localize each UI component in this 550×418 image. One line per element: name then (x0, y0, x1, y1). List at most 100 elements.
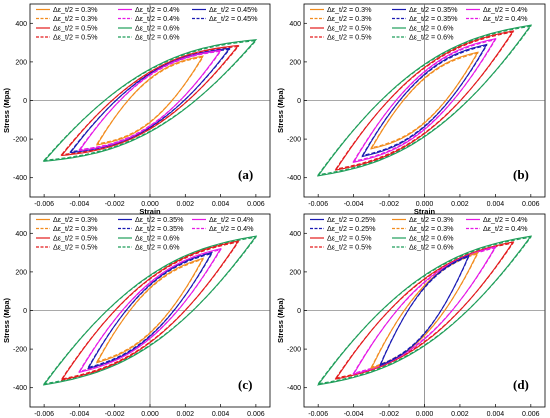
x-tick-label: 0.006 (522, 201, 540, 208)
legend-entry: Δε_t/2 = 0.6% (409, 243, 454, 252)
chart-panel-a: -0.006 -0.004 -0.002 0.000 0.002 0.004 0.006 -4… (2, 3, 271, 216)
y-axis-label: Stress (Mpa) (276, 297, 285, 343)
y-tick-label: 200 (15, 59, 27, 66)
legend-entry: Δε_t/2 = 0.5% (53, 243, 98, 252)
series-line-1 (95, 258, 205, 363)
series-line-3 (78, 50, 222, 151)
x-tick-label: 0.006 (522, 411, 540, 418)
legend-entry: Δε_t/2 = 0.3% (327, 5, 372, 14)
panel-label: (a) (238, 167, 253, 182)
x-tick-label: -0.002 (379, 411, 399, 418)
y-tick-label: -400 (287, 175, 301, 182)
x-tick-label: -0.006 (34, 201, 54, 208)
series-line-3 (361, 44, 488, 157)
legend-entry: Δε_t/2 = 0.3% (53, 215, 98, 224)
legend-entry: Δε_t/2 = 0.5% (53, 33, 98, 42)
y-tick-label: 0 (23, 308, 27, 315)
legend-entry: Δε_t/2 = 0.4% (483, 5, 528, 14)
series-line-6 (334, 30, 515, 171)
y-tick-label: -200 (287, 137, 301, 144)
y-tick-label: -400 (13, 385, 27, 392)
x-tick-label: 0.002 (451, 201, 469, 208)
series-line-3 (87, 252, 213, 369)
series-line-9 (42, 40, 258, 161)
legend-entry: Δε_t/2 = 0.6% (135, 234, 180, 243)
x-tick-label: 0.000 (141, 201, 159, 208)
x-tick-label: -0.004 (344, 411, 364, 418)
legend-entry: Δε_t/2 = 0.3% (409, 215, 454, 224)
panel-label: (c) (238, 377, 252, 392)
x-tick-label: 0.004 (487, 201, 505, 208)
y-axis-label: Stress (Mpa) (276, 87, 285, 133)
legend-entry: Δε_t/2 = 0.6% (409, 33, 454, 42)
series-line-0 (96, 257, 204, 364)
series-line-9 (42, 236, 258, 385)
series-line-8 (42, 235, 258, 386)
x-tick-label: -0.004 (69, 411, 89, 418)
legend-entry: Δε_t/2 = 0.3% (53, 5, 98, 14)
legend-entry: Δε_t/2 = 0.6% (135, 24, 180, 33)
chart-panel-c: -0.006 -0.004 -0.002 0.000 0.002 0.004 0.006 -4… (2, 213, 271, 418)
y-axis-label: Stress (Mpa) (2, 297, 11, 343)
chart-panel-d: -0.006 -0.004 -0.002 0.000 0.002 0.004 0.006 -4… (276, 213, 546, 418)
legend-entry: Δε_t/2 = 0.6% (409, 234, 454, 243)
series-line-5 (78, 248, 222, 373)
legend-entry: Δε_t/2 = 0.4% (209, 215, 254, 224)
x-tick-label: -0.006 (34, 411, 54, 418)
legend-entry: Δε_t/2 = 0.25% (327, 224, 376, 233)
legend-entry: Δε_t/2 = 0.4% (135, 14, 180, 23)
legend-entry: Δε_t/2 = 0.3% (409, 224, 454, 233)
legend-entry: Δε_t/2 = 0.4% (135, 5, 180, 14)
series-line-1 (379, 255, 470, 366)
x-tick-label: 0.006 (247, 201, 265, 208)
legend-entry: Δε_t/2 = 0.5% (327, 243, 372, 252)
x-axis-label: Strain (139, 207, 161, 216)
legend-entry: Δε_t/2 = 0.35% (135, 224, 184, 233)
y-tick-label: 0 (297, 308, 301, 315)
y-tick-label: -400 (287, 385, 301, 392)
series-line-6 (60, 240, 240, 381)
x-tick-label: -0.002 (379, 201, 399, 208)
x-tick-label: -0.002 (105, 411, 125, 418)
legend-entry: Δε_t/2 = 0.5% (327, 234, 372, 243)
legend-entry: Δε_t/2 = 0.5% (327, 33, 372, 42)
legend-entry: Δε_t/2 = 0.25% (327, 215, 376, 224)
x-tick-label: 0.000 (416, 201, 434, 208)
y-tick-label: 0 (23, 98, 27, 105)
series-line-7 (60, 241, 240, 380)
legend-entry: Δε_t/2 = 0.3% (53, 14, 98, 23)
y-tick-label: -400 (13, 175, 27, 182)
series-line-9 (316, 236, 533, 385)
x-tick-label: -0.006 (308, 201, 328, 208)
legend-entry: Δε_t/2 = 0.6% (409, 24, 454, 33)
x-tick-label: 0.000 (416, 411, 434, 418)
series-line-7 (334, 31, 515, 170)
y-tick-label: -200 (287, 347, 301, 354)
panel-label: (d) (513, 377, 529, 392)
x-tick-label: 0.004 (487, 411, 505, 418)
series-line-9 (316, 25, 533, 176)
chart-panel-b: -0.006 -0.004 -0.002 0.000 0.002 0.004 0.006 -4… (276, 3, 546, 216)
panel-label: (b) (513, 167, 529, 182)
legend-entry: Δε_t/2 = 0.45% (209, 5, 258, 14)
legend-entry: Δε_t/2 = 0.4% (209, 224, 254, 233)
legend-entry: Δε_t/2 = 0.35% (409, 5, 458, 14)
series-line-5 (352, 38, 497, 163)
x-tick-label: 0.006 (247, 411, 265, 418)
legend-entry: Δε_t/2 = 0.4% (483, 224, 528, 233)
legend-entry: Δε_t/2 = 0.45% (209, 14, 258, 23)
x-tick-label: 0.002 (451, 411, 469, 418)
legend-entry: Δε_t/2 = 0.3% (53, 224, 98, 233)
y-tick-label: 400 (289, 231, 301, 238)
series-line-6 (334, 241, 515, 380)
x-tick-label: 0.000 (141, 411, 159, 418)
y-tick-label: 400 (15, 21, 27, 28)
x-tick-label: 0.004 (212, 411, 230, 418)
y-tick-label: 200 (15, 269, 27, 276)
x-tick-label: -0.002 (105, 201, 125, 208)
y-tick-label: 0 (297, 98, 301, 105)
x-tick-label: -0.004 (344, 201, 364, 208)
series-line-1 (95, 56, 205, 145)
series-line-0 (379, 254, 470, 367)
